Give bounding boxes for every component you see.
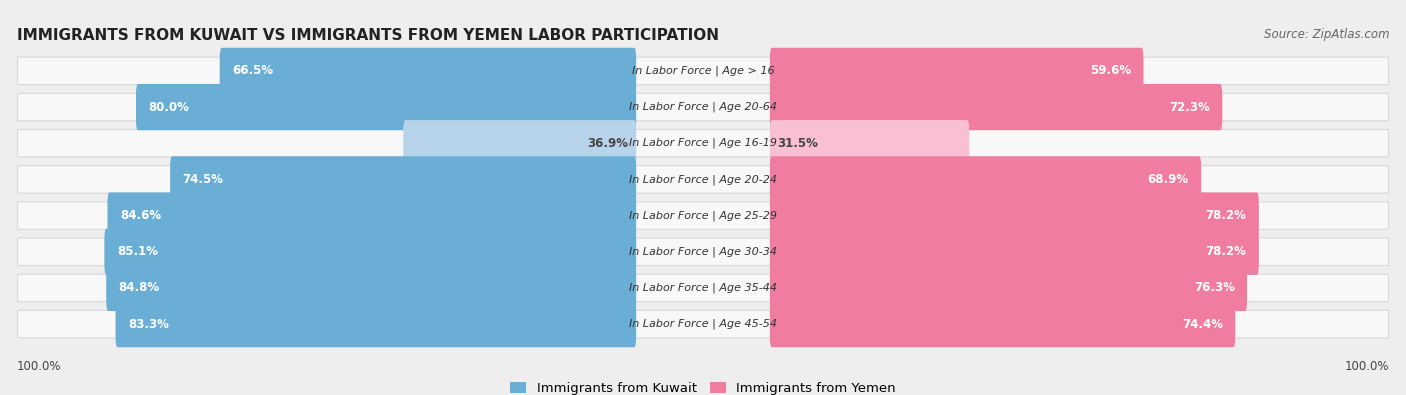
Text: 68.9%: 68.9% (1147, 173, 1188, 186)
Text: 76.3%: 76.3% (1194, 281, 1234, 294)
Text: In Labor Force | Age 20-64: In Labor Force | Age 20-64 (628, 102, 778, 112)
Text: In Labor Force | Age 35-44: In Labor Force | Age 35-44 (628, 283, 778, 293)
FancyBboxPatch shape (17, 274, 1389, 302)
Text: 84.6%: 84.6% (120, 209, 162, 222)
Text: 36.9%: 36.9% (588, 137, 628, 150)
Text: 100.0%: 100.0% (1344, 360, 1389, 373)
Text: 74.4%: 74.4% (1182, 318, 1223, 331)
FancyBboxPatch shape (770, 301, 1236, 347)
Text: 78.2%: 78.2% (1205, 209, 1247, 222)
FancyBboxPatch shape (219, 48, 636, 94)
Text: 83.3%: 83.3% (128, 318, 169, 331)
FancyBboxPatch shape (104, 229, 636, 275)
Text: IMMIGRANTS FROM KUWAIT VS IMMIGRANTS FROM YEMEN LABOR PARTICIPATION: IMMIGRANTS FROM KUWAIT VS IMMIGRANTS FRO… (17, 28, 718, 43)
FancyBboxPatch shape (770, 156, 1201, 203)
Text: In Labor Force | Age 20-24: In Labor Force | Age 20-24 (628, 174, 778, 185)
FancyBboxPatch shape (115, 301, 636, 347)
Text: 72.3%: 72.3% (1170, 101, 1209, 114)
Text: In Labor Force | Age > 16: In Labor Force | Age > 16 (631, 66, 775, 76)
Text: 78.2%: 78.2% (1205, 245, 1247, 258)
Text: In Labor Force | Age 30-34: In Labor Force | Age 30-34 (628, 246, 778, 257)
FancyBboxPatch shape (136, 84, 636, 130)
Text: 74.5%: 74.5% (183, 173, 224, 186)
Text: 84.8%: 84.8% (118, 281, 160, 294)
FancyBboxPatch shape (107, 265, 636, 311)
FancyBboxPatch shape (17, 130, 1389, 157)
FancyBboxPatch shape (17, 202, 1389, 229)
Text: In Labor Force | Age 45-54: In Labor Force | Age 45-54 (628, 319, 778, 329)
FancyBboxPatch shape (770, 48, 1143, 94)
FancyBboxPatch shape (17, 238, 1389, 265)
FancyBboxPatch shape (770, 229, 1258, 275)
Text: 59.6%: 59.6% (1090, 64, 1130, 77)
Text: 100.0%: 100.0% (17, 360, 62, 373)
FancyBboxPatch shape (770, 120, 969, 166)
Text: 80.0%: 80.0% (149, 101, 190, 114)
FancyBboxPatch shape (17, 166, 1389, 193)
FancyBboxPatch shape (17, 310, 1389, 338)
FancyBboxPatch shape (770, 265, 1247, 311)
Legend: Immigrants from Kuwait, Immigrants from Yemen: Immigrants from Kuwait, Immigrants from … (510, 382, 896, 395)
Text: In Labor Force | Age 25-29: In Labor Force | Age 25-29 (628, 210, 778, 221)
FancyBboxPatch shape (17, 93, 1389, 121)
FancyBboxPatch shape (17, 57, 1389, 85)
Text: Source: ZipAtlas.com: Source: ZipAtlas.com (1264, 28, 1389, 41)
Text: In Labor Force | Age 16-19: In Labor Force | Age 16-19 (628, 138, 778, 149)
Text: 85.1%: 85.1% (117, 245, 157, 258)
Text: 66.5%: 66.5% (232, 64, 273, 77)
FancyBboxPatch shape (770, 192, 1258, 239)
FancyBboxPatch shape (770, 84, 1222, 130)
FancyBboxPatch shape (404, 120, 636, 166)
FancyBboxPatch shape (107, 192, 636, 239)
FancyBboxPatch shape (170, 156, 636, 203)
Text: 31.5%: 31.5% (778, 137, 818, 150)
